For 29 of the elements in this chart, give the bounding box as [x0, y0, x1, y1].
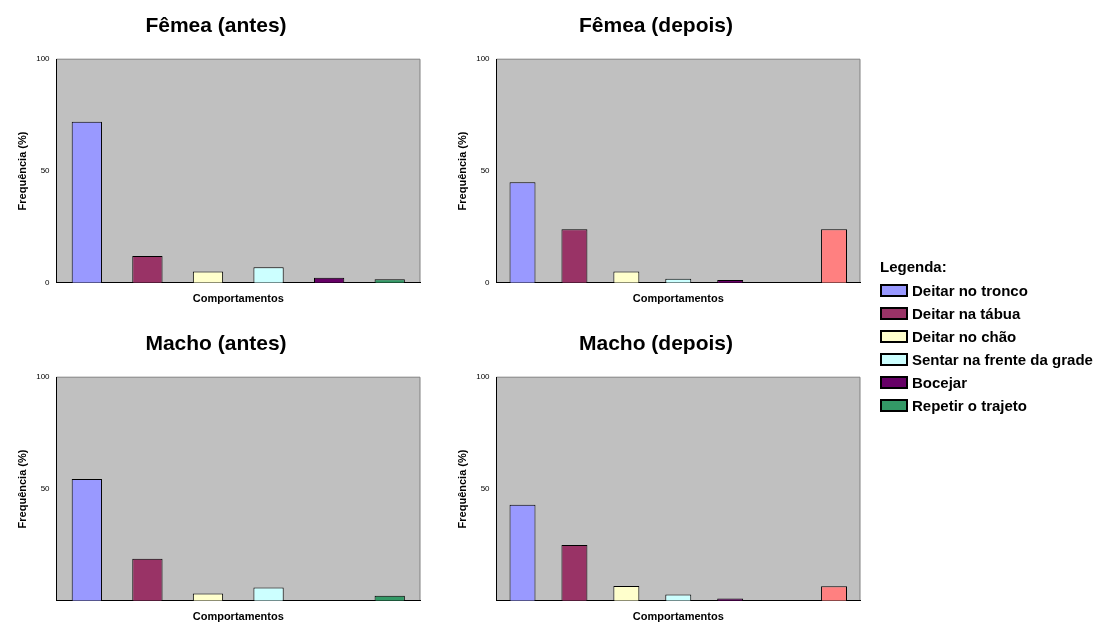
y-tick-label: 100 — [36, 54, 51, 64]
x-axis-title: Comportamentos — [632, 610, 724, 623]
y-tick-label: 0 — [45, 278, 51, 287]
x-axis-title: Comportamentos — [192, 292, 284, 305]
y-tick-label: 50 — [480, 166, 491, 176]
y-axis-title: Frequência (%) — [15, 131, 28, 211]
y-axis-title: Frequência (%) — [455, 449, 468, 529]
chart-title: Macho (depois) — [578, 331, 734, 355]
chart-title: Fêmea (antes) — [145, 13, 287, 37]
legend-title: Legenda: — [880, 258, 948, 275]
legend-label: Repetir o trajeto — [912, 397, 1028, 414]
y-tick-label: 50 — [480, 484, 491, 494]
y-tick-label: 100 — [36, 372, 51, 382]
y-tick-label: 50 — [40, 166, 51, 176]
chart-title: Fêmea (depois) — [578, 13, 734, 37]
chart-title: Macho (antes) — [145, 331, 287, 355]
legend-label: Bocejar — [912, 374, 968, 391]
y-tick-label: 100 — [476, 372, 491, 382]
x-axis-title: Comportamentos — [192, 610, 284, 623]
y-axis-title: Frequência (%) — [15, 449, 28, 529]
y-tick-label: 50 — [40, 484, 51, 494]
x-axis-title: Comportamentos — [632, 292, 724, 305]
legend-label: Deitar no tronco — [912, 282, 1028, 299]
y-tick-label: 100 — [476, 54, 491, 64]
legend-label: Deitar no chão — [912, 328, 1017, 345]
y-axis-title: Frequência (%) — [455, 131, 468, 211]
legend-label: Deitar na tábua — [912, 305, 1021, 322]
y-tick-label: 0 — [485, 278, 491, 287]
legend-label: Sentar na frente da grade — [912, 351, 1093, 368]
